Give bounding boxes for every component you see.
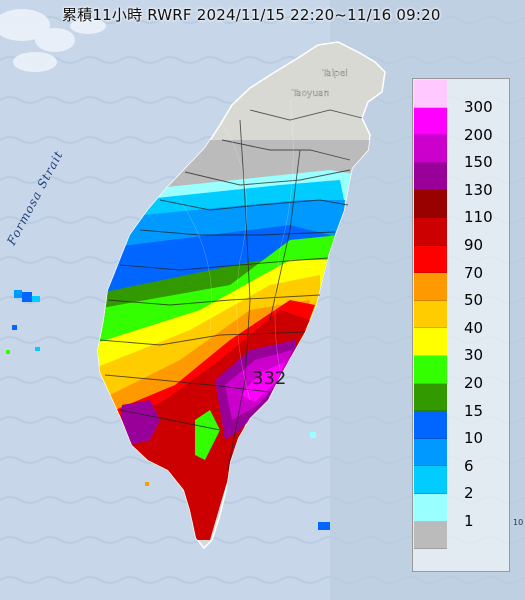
legend-label: 2	[464, 484, 474, 503]
legend-label: 150	[464, 153, 493, 172]
legend-swatch	[414, 245, 447, 274]
legend-swatch	[414, 190, 447, 218]
legend-label: 130	[464, 180, 493, 199]
max-rainfall-value: 332	[252, 368, 286, 389]
legend-label: 10	[464, 429, 484, 448]
terrain-texture	[179, 99, 294, 401]
legend-label: 110	[464, 208, 493, 227]
map-title: 累積11小時 RWRF 2024/11/15 22:20~11/16 09:20	[62, 6, 441, 24]
legend-swatch	[414, 466, 447, 494]
legend-swatch	[414, 411, 447, 439]
legend-swatch	[414, 383, 447, 412]
legend-swatch	[414, 438, 447, 467]
legend-label: 20	[464, 374, 484, 392]
legend-label: 40	[464, 318, 484, 337]
legend-swatch	[414, 355, 447, 384]
city-label-taipei: Taipei	[321, 69, 348, 79]
legend-swatch	[414, 493, 447, 522]
legend-swatch	[414, 135, 447, 163]
legend-label: 90	[464, 236, 484, 254]
offshore-rain-specks	[6, 290, 330, 530]
legend-swatch	[414, 80, 447, 108]
legend-label: 200	[464, 125, 493, 144]
county-boundaries	[99, 109, 363, 471]
legend-swatch	[414, 273, 447, 301]
legend-label: 70	[464, 263, 484, 282]
city-label-taoyuan: Taoyuan	[291, 89, 329, 99]
legend-label: 1	[464, 512, 474, 530]
legend-label: 50	[464, 291, 484, 310]
edge-mark: 10	[513, 518, 523, 527]
legend-swatch	[414, 300, 447, 329]
legend-swatch	[414, 162, 447, 191]
cloud-patches	[0, 9, 106, 72]
legend-swatch	[414, 328, 447, 356]
legend-swatch	[414, 107, 447, 136]
legend-swatches	[414, 80, 447, 550]
legend-label: 15	[464, 401, 484, 420]
legend-label: 300	[464, 98, 493, 116]
legend-label: 30	[464, 346, 484, 365]
legend-label: 6	[464, 456, 474, 475]
legend-swatch	[414, 521, 447, 550]
legend-swatch	[414, 217, 447, 246]
